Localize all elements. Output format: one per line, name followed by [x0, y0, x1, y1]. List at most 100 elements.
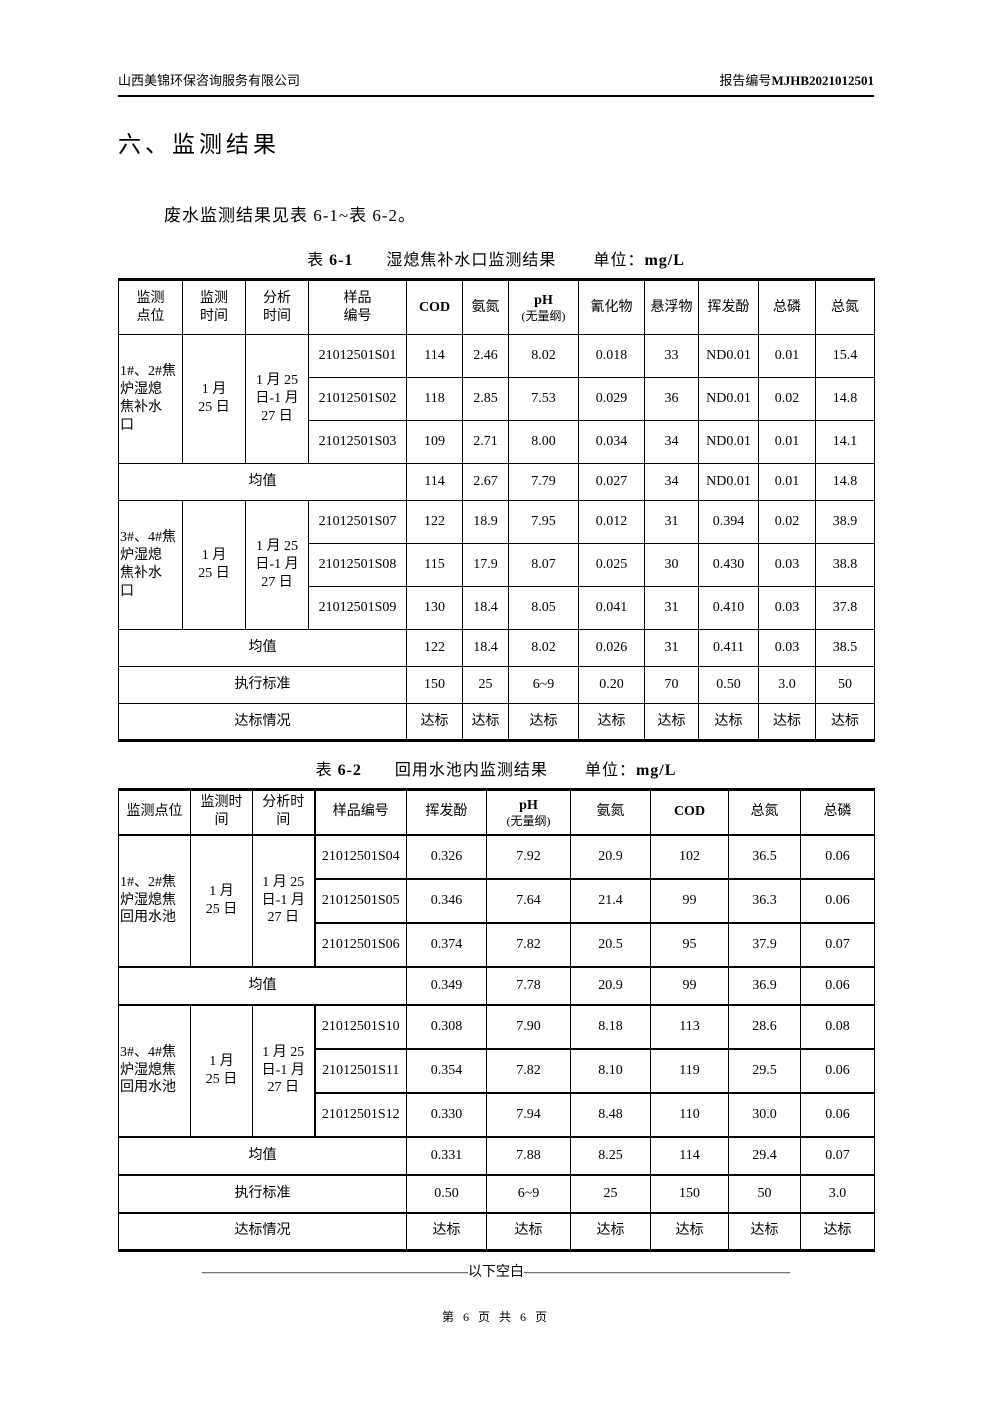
value-cell: 37.9: [728, 922, 801, 968]
table-1-caption-title: 湿熄焦补水口监测结果: [386, 252, 557, 269]
value-cell: 109: [406, 420, 463, 464]
value-cell: 110: [650, 1092, 729, 1138]
value-cell: 0.374: [406, 922, 487, 968]
mean-value-cell: 31: [644, 629, 699, 667]
value-cell: 0.346: [406, 878, 487, 924]
table-1-container: 监测 点位 监测 时间 分析 时间 样品 编号 COD 氨氮 pH (无量纲) 氰化物 悬浮物 挥发…: [118, 278, 875, 742]
value-cell: 0.06: [800, 1092, 875, 1138]
mean-row: 均值 0.331 7.88 8.25 114 29.4 0.07: [118, 1136, 875, 1176]
value-cell: 15.4: [815, 334, 875, 378]
mean-value-cell: 8.02: [508, 629, 579, 667]
mean-row: 均值 122 18.4 8.02 0.026 31 0.411 0.03 38.5: [118, 629, 875, 667]
compliance-value-cell: 达标: [486, 1212, 571, 1252]
mean-value-cell: 0.027: [578, 463, 645, 501]
standard-value-cell: 25: [462, 666, 509, 704]
section-title: 六、监测结果: [118, 132, 280, 157]
mean-value-cell: 8.25: [570, 1136, 651, 1176]
value-cell: 119: [650, 1048, 729, 1094]
column-header: COD: [406, 279, 463, 335]
column-header-text: 总氮: [750, 804, 779, 820]
value-cell: 0.012: [578, 500, 645, 544]
intro-paragraph: 废水监测结果见表 6-1~表 6-2。: [164, 206, 417, 225]
mean-value-cell: 20.9: [570, 966, 651, 1006]
company-name: 山西美锦环保咨询服务有限公司: [118, 73, 301, 88]
sampling-date-cell: 1 月 25 日: [182, 334, 246, 464]
sample-id-cell: 21012501S05: [313, 878, 407, 924]
sample-id-cell: 21012501S12: [313, 1092, 407, 1138]
mean-value-cell: 2.67: [462, 463, 509, 501]
sample-id-cell: 21012501S08: [308, 543, 407, 587]
table-2-caption-label: 表: [315, 762, 333, 779]
value-cell: 8.07: [508, 543, 579, 587]
value-cell: 0.041: [578, 586, 645, 630]
sample-id-cell: 21012501S07: [308, 500, 407, 544]
value-cell: 0.01: [758, 334, 816, 378]
sample-data-row: 21012501S02 118 2.85 7.53 0.029 36 ND0.01 0.02 1…: [119, 377, 875, 421]
table-1-caption-label: 表: [307, 252, 325, 269]
compliance-value-cell: 达标: [508, 703, 579, 741]
analysis-date-cell: 1 月 25 日-1 月 27 日: [245, 500, 309, 630]
mean-value-cell: 0.01: [758, 463, 816, 501]
column-header: 监测 时间: [182, 279, 246, 335]
column-header-text: 样品 编号: [343, 290, 372, 324]
value-cell: ND0.01: [698, 377, 759, 421]
value-cell: 95: [650, 922, 729, 968]
column-header: 分析时 间: [252, 789, 315, 836]
report-number: 报告编号MJHB2021012501: [719, 70, 874, 89]
value-cell: 0.410: [698, 586, 759, 630]
value-cell: 30.0: [728, 1092, 801, 1138]
header-row: 监测 点位 监测 时间 分析 时间 样品 编号 COD 氨氮 pH (无量纲) 氰化物 悬浮物 挥发…: [118, 279, 875, 335]
value-cell: 0.034: [578, 420, 645, 464]
compliance-value-cell: 达标: [406, 1212, 487, 1252]
value-cell: 0.06: [800, 834, 875, 880]
sample-data-row: 21012501S03 109 2.71 8.00 0.034 34 ND0.01 0.01 1…: [119, 420, 875, 464]
column-header-text: COD: [418, 299, 451, 315]
mean-value-cell: 99: [650, 966, 729, 1006]
value-cell: 14.8: [815, 377, 875, 421]
value-cell: 28.6: [728, 1004, 801, 1050]
column-header: 总磷: [800, 789, 875, 836]
column-header-text: 监测点位: [126, 804, 183, 820]
value-cell: 0.06: [800, 1048, 875, 1094]
mean-value-cell: 0.06: [800, 966, 875, 1006]
monitoring-site-cell: 3#、4#焦 炉湿熄 焦补水 口: [118, 500, 183, 630]
value-cell: 0.01: [758, 420, 816, 464]
value-cell: 0.330: [406, 1092, 487, 1138]
mean-value-cell: 34: [644, 463, 699, 501]
mean-value-cell: 36.9: [728, 966, 801, 1006]
mean-value-cell: 0.026: [578, 629, 645, 667]
value-cell: 0.029: [578, 377, 645, 421]
standard-value-cell: 3.0: [758, 666, 816, 704]
value-cell: 0.430: [698, 543, 759, 587]
value-cell: 118: [406, 377, 463, 421]
sampling-date-cell: 1 月 25 日: [190, 1004, 253, 1138]
value-cell: 8.05: [508, 586, 579, 630]
sample-id-cell: 21012501S06: [313, 922, 407, 968]
column-header-text: 氰化物: [590, 299, 633, 315]
standard-row: 执行标准 150 25 6~9 0.20 70 0.50 3.0 50: [118, 666, 875, 704]
value-cell: 30: [644, 543, 699, 587]
value-cell: 115: [406, 543, 463, 587]
column-header-text: 总磷: [773, 299, 801, 315]
sample-data-row: 21012501S09 130 18.4 8.05 0.041 31 0.410 0.03 37…: [119, 586, 875, 630]
value-cell: 31: [644, 586, 699, 630]
value-cell: 122: [406, 500, 463, 544]
mean-value-cell: 0.349: [406, 966, 487, 1006]
standard-value-cell: 0.20: [578, 666, 645, 704]
sample-data-row: 21012501S08 115 17.9 8.07 0.025 30 0.430 0.03 38…: [119, 543, 875, 587]
column-header: 氰化物: [578, 279, 645, 335]
column-header-text: 监测 时间: [200, 290, 228, 324]
blank-text: 以下空白: [468, 1265, 524, 1280]
mean-value-cell: 29.4: [728, 1136, 801, 1176]
value-cell: 0.02: [758, 500, 816, 544]
column-header-text: COD: [673, 804, 706, 820]
table-2-container: 监测点位 监测时 间分析时 间 样品编号 挥发酚 pH (无量纲) 氨氮 COD 总氮 总磷 1#、…: [118, 788, 875, 1252]
table-1-unit-value: mg/L: [644, 252, 685, 269]
standard-row: 执行标准 0.50 6~9 25 150 50 3.0: [118, 1174, 875, 1214]
standard-value-cell: 0.50: [698, 666, 759, 704]
analysis-date-cell: 1 月 25 日-1 月 27 日: [252, 834, 315, 968]
value-cell: 113: [650, 1004, 729, 1050]
header-row: 监测点位 监测时 间分析时 间 样品编号 挥发酚 pH (无量纲) 氨氮 COD 总氮 总磷: [118, 789, 875, 836]
